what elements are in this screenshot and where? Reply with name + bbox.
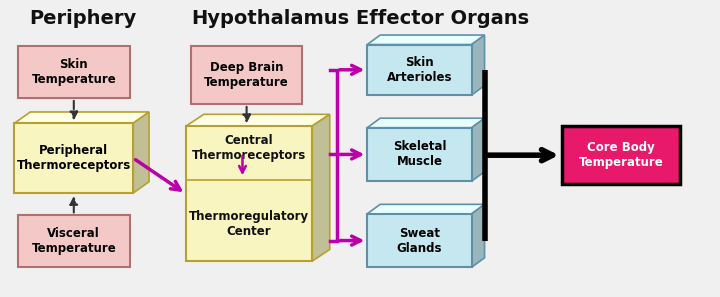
Polygon shape <box>367 118 485 128</box>
Text: Skin
Arterioles: Skin Arterioles <box>387 56 452 84</box>
Text: Core Body
Temperature: Core Body Temperature <box>579 141 663 169</box>
FancyBboxPatch shape <box>191 46 302 104</box>
Polygon shape <box>472 35 485 95</box>
Polygon shape <box>472 118 485 181</box>
Polygon shape <box>367 35 485 45</box>
Text: Skin
Temperature: Skin Temperature <box>32 58 116 86</box>
Text: Hypothalamus: Hypothalamus <box>191 9 349 28</box>
FancyBboxPatch shape <box>367 128 472 181</box>
Text: Visceral
Temperature: Visceral Temperature <box>32 227 116 255</box>
Text: Periphery: Periphery <box>30 9 136 28</box>
FancyBboxPatch shape <box>367 45 472 95</box>
Polygon shape <box>133 112 149 193</box>
FancyBboxPatch shape <box>14 123 133 193</box>
Text: Thermoregulatory
Center: Thermoregulatory Center <box>189 210 309 238</box>
Polygon shape <box>312 114 330 261</box>
Text: Skeletal
Muscle: Skeletal Muscle <box>392 140 446 168</box>
FancyBboxPatch shape <box>186 126 312 261</box>
Text: Deep Brain
Temperature: Deep Brain Temperature <box>204 61 289 89</box>
Text: Effector Organs: Effector Organs <box>356 9 529 28</box>
FancyBboxPatch shape <box>18 46 130 98</box>
Text: Sweat
Glands: Sweat Glands <box>397 227 442 255</box>
Polygon shape <box>14 112 149 123</box>
Text: Peripheral
Thermoreceptors: Peripheral Thermoreceptors <box>17 144 131 172</box>
Polygon shape <box>367 204 485 214</box>
Polygon shape <box>186 114 330 126</box>
Text: Central
Thermoreceptors: Central Thermoreceptors <box>192 135 306 162</box>
Polygon shape <box>472 204 485 267</box>
FancyBboxPatch shape <box>367 214 472 267</box>
FancyBboxPatch shape <box>18 215 130 267</box>
FancyBboxPatch shape <box>562 126 680 184</box>
